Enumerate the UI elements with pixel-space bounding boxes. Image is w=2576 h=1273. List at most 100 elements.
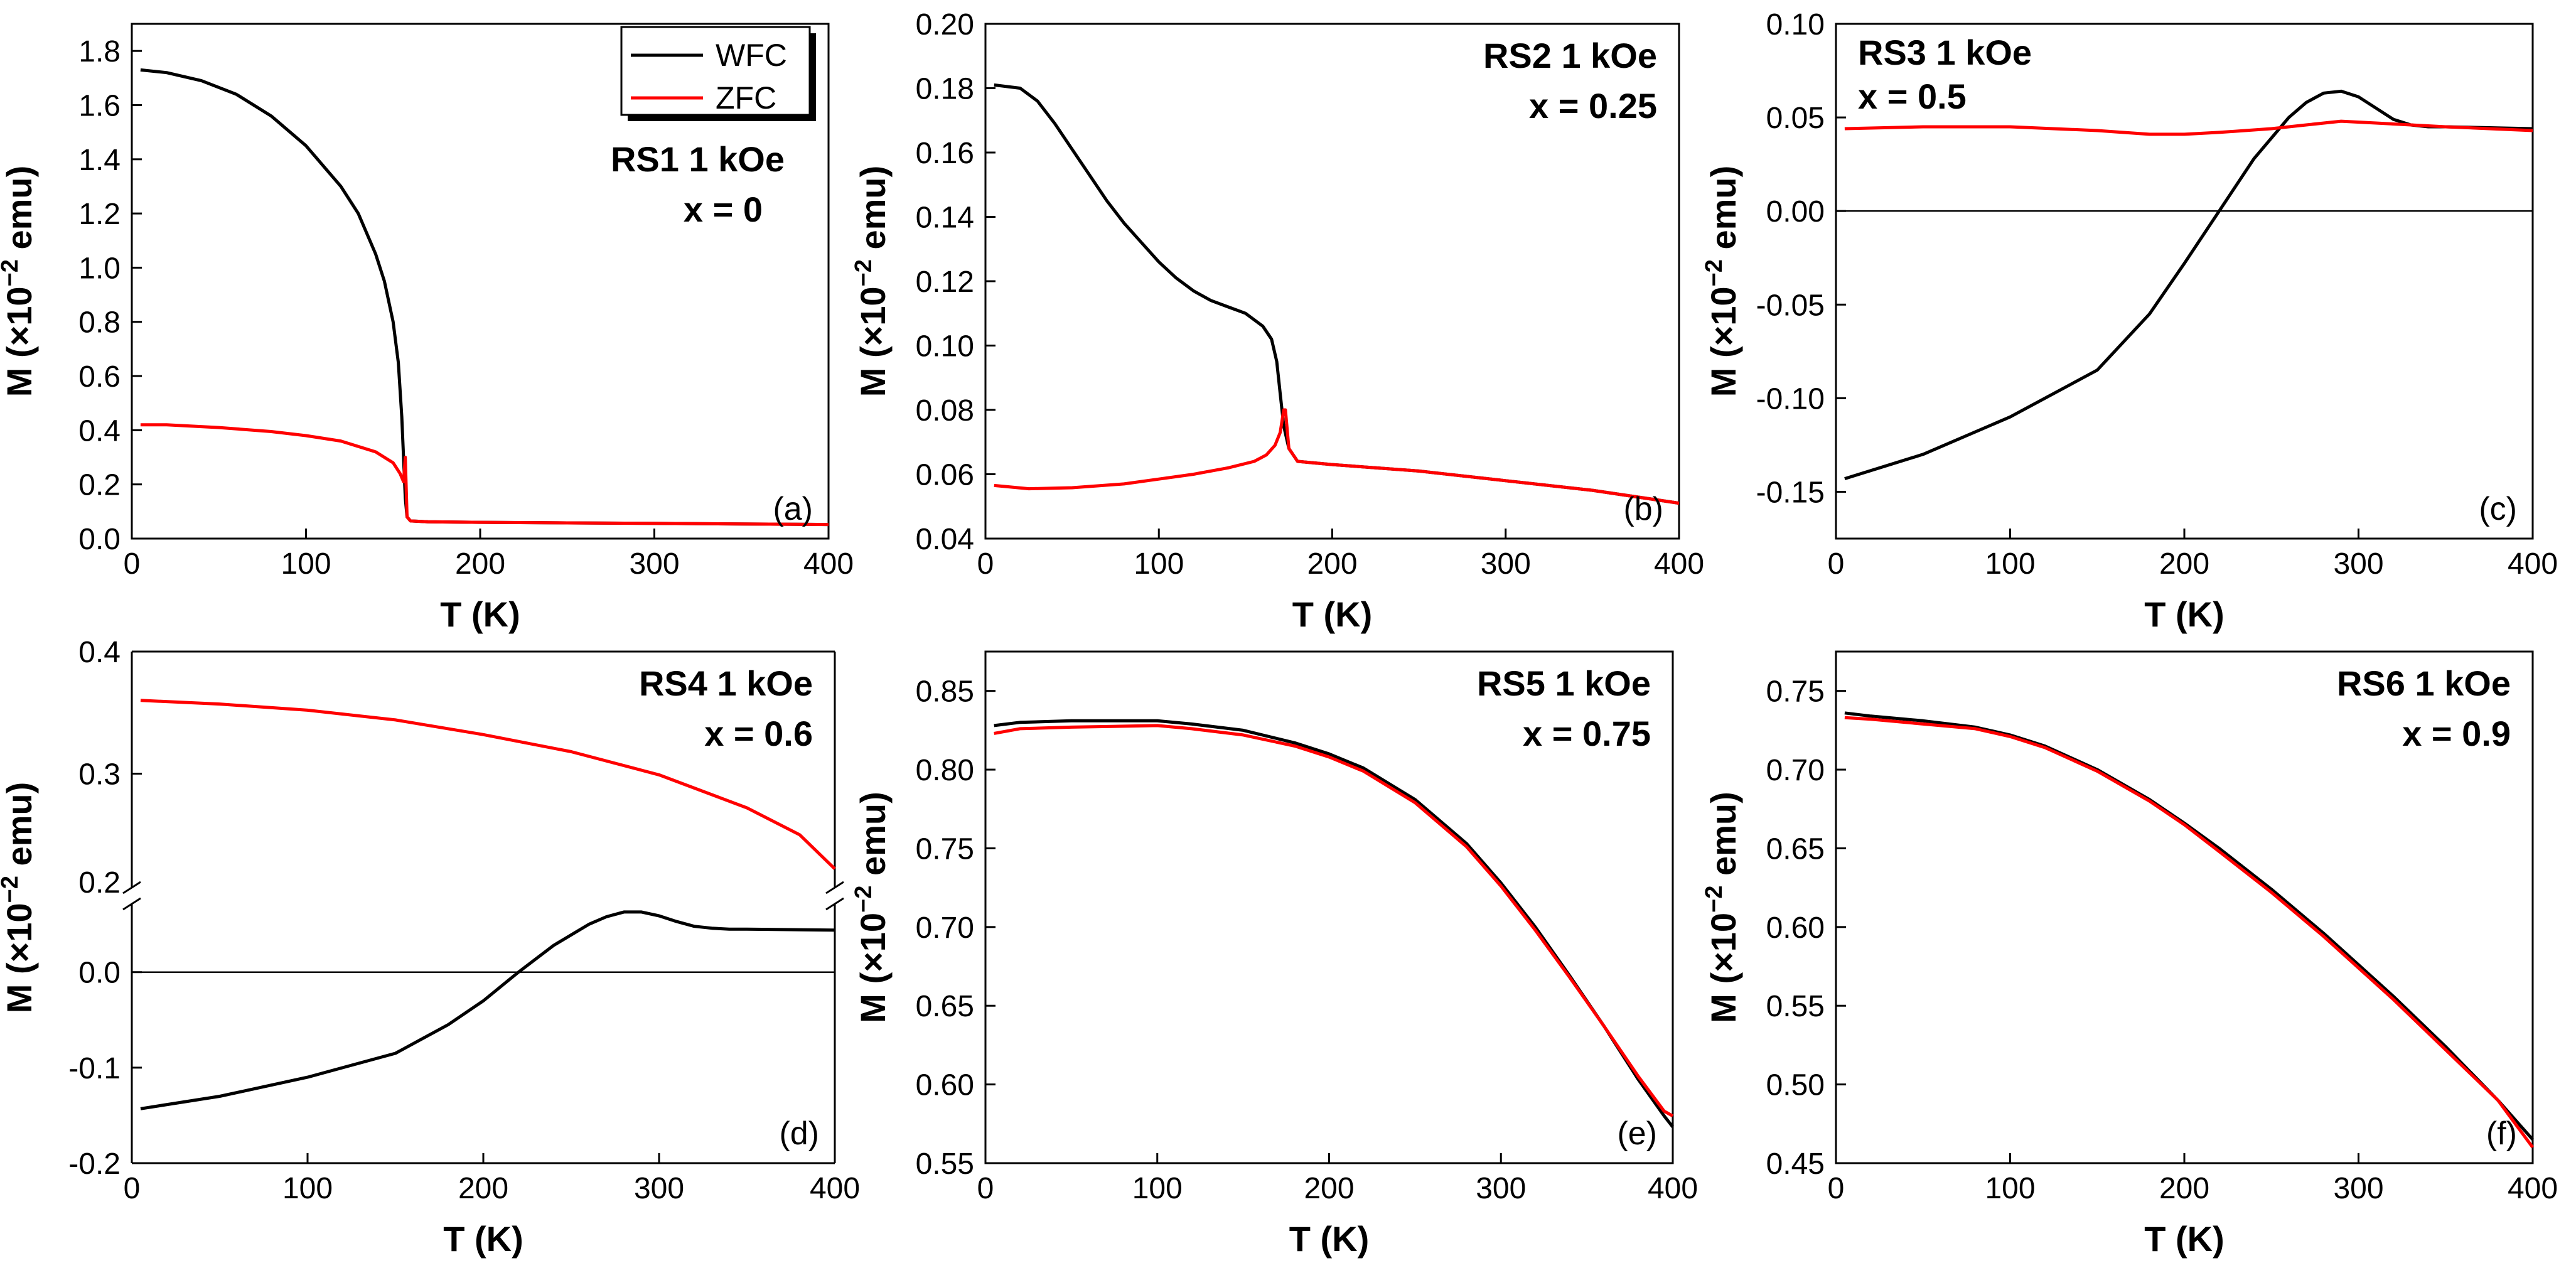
y-tick-label: 0.4	[78, 636, 121, 669]
x-axis-label: T (K)	[2144, 594, 2224, 634]
sample-label: RS3 1 kOe	[1858, 33, 2032, 72]
y-tick-label: 0.60	[916, 1069, 974, 1102]
y-tick-label: 0.10	[1766, 8, 1825, 41]
x-tick-label: 400	[1654, 547, 1704, 581]
x-tick-label: 0	[977, 547, 994, 581]
y-tick-label: 0.2	[78, 866, 121, 900]
x-tick-label: 300	[1476, 1172, 1526, 1205]
x-tick-label: 400	[2508, 1172, 2558, 1205]
y-axis-label: M (×10−2 emu)	[1701, 792, 1743, 1023]
y-tick-label: 0.00	[1766, 195, 1825, 228]
x-tick-label: 100	[281, 547, 331, 581]
panel-a: 0.0 0.2 0.4 0.6 0.8 1.0 1.2 1.4 1.6 1.8 0 100 200 300…	[0, 23, 854, 634]
y-tick-label: 0.70	[916, 911, 974, 945]
x-tick-label: 100	[1132, 1172, 1183, 1205]
y-tick-label: 0.75	[1766, 675, 1825, 709]
composition-label: x = 0	[684, 190, 763, 229]
x-tick-label: 100	[1985, 1172, 2035, 1205]
composition-label: x = 0.75	[1523, 714, 1651, 753]
y-axis-label: M (×10−2 emu)	[0, 782, 39, 1014]
y-tick-label: 0.14	[916, 201, 974, 235]
x-tick-label: 0	[124, 547, 141, 581]
sample-label: RS1 1 kOe	[611, 139, 785, 179]
series-zfc-line	[994, 408, 1680, 505]
y-tick-label: 0.2	[78, 469, 121, 502]
y-label-exponent: −2	[1701, 259, 1727, 286]
y-label-exponent: −2	[0, 259, 23, 286]
panel-e: 0.55 0.60 0.65 0.70 0.75 0.80 0.85 0 100 200 300 40…	[851, 650, 1698, 1259]
y-tick-label: 0.04	[916, 523, 974, 556]
series-wfc-line	[994, 83, 1680, 505]
composition-label: x = 0.9	[2402, 714, 2511, 753]
y-tick-label: 1.2	[78, 198, 121, 231]
y-tick-label: 0.85	[916, 675, 974, 709]
y-tick-label: 0.20	[916, 8, 974, 41]
legend-label: ZFC	[716, 80, 776, 115]
y-tick-label: 0.10	[916, 330, 974, 363]
y-label-prefix: M (×10	[1704, 286, 1743, 397]
y-tick-label: 0.4	[78, 414, 121, 448]
y-tick-label: 1.4	[78, 144, 121, 177]
y-label-suffix: emu)	[0, 166, 39, 259]
y-label-exponent: −2	[0, 876, 23, 903]
y-tick-label: 1.0	[78, 252, 121, 285]
panel-letter: (e)	[1617, 1115, 1657, 1152]
y-label-suffix: emu)	[1704, 166, 1743, 259]
y-label-suffix: emu)	[0, 782, 39, 876]
y-tick-label: 0.16	[916, 137, 974, 170]
x-axis-label: T (K)	[1292, 594, 1373, 634]
x-axis-label: T (K)	[2144, 1219, 2224, 1259]
y-tick-label: -0.1	[68, 1052, 121, 1085]
y-tick-label: 1.6	[78, 89, 121, 122]
axis-break-mark	[825, 897, 844, 911]
y-tick-label: 0.65	[1766, 832, 1825, 866]
y-tick-label: 0.45	[1766, 1147, 1825, 1181]
panel-f: 0.45 0.50 0.55 0.60 0.65 0.70 0.75 0 100 200 300 40…	[1701, 650, 2558, 1259]
panel-letter: (f)	[2486, 1115, 2517, 1152]
y-label-prefix: M (×10	[1704, 913, 1743, 1023]
series-zfc-line	[140, 423, 829, 527]
y-label-suffix: emu)	[1704, 792, 1743, 885]
composition-label: x = 0.6	[704, 714, 813, 753]
x-tick-label: 200	[2159, 547, 2209, 581]
y-label-prefix: M (×10	[0, 286, 39, 397]
axis-break-mark	[122, 897, 141, 911]
y-tick-label: -0.2	[68, 1147, 121, 1181]
x-tick-label: 300	[634, 1172, 684, 1205]
y-label-exponent: −2	[851, 886, 877, 913]
y-tick-label: 0.50	[1766, 1069, 1825, 1102]
series-wfc-line	[994, 719, 1674, 1128]
panel-c: -0.15 -0.10 -0.05 0.00 0.05 0.10 0 100 200 300 400…	[1701, 8, 2558, 634]
y-tick-label: 0.3	[78, 758, 121, 792]
series-wfc-line	[140, 68, 829, 527]
y-tick-label: -0.05	[1756, 289, 1825, 322]
y-tick-label: 0.70	[1766, 754, 1825, 787]
x-tick-label: 0	[1828, 547, 1845, 581]
x-tick-label: 400	[803, 547, 854, 581]
x-tick-label: 300	[2333, 1172, 2383, 1205]
x-axis-label: T (K)	[1289, 1219, 1370, 1259]
y-tick-label: 0.0	[78, 957, 121, 990]
legend-label: WFC	[716, 38, 787, 73]
y-tick-label: 0.55	[1766, 990, 1825, 1023]
sample-label: RS2 1 kOe	[1483, 36, 1657, 75]
series-wfc-line	[1844, 711, 2534, 1141]
x-tick-label: 300	[1481, 547, 1531, 581]
y-tick-label: -0.10	[1756, 382, 1825, 416]
y-tick-label: 0.12	[916, 266, 974, 299]
y-tick-label: 0.75	[916, 832, 974, 866]
panel-b: 0.04 0.06 0.08 0.10 0.12 0.14 0.16 0.18 0.20 0 100…	[851, 8, 1704, 634]
x-tick-label: 200	[455, 547, 505, 581]
x-axis-label: T (K)	[443, 1219, 523, 1259]
sample-label: RS5 1 kOe	[1477, 663, 1651, 703]
y-label-exponent: −2	[851, 259, 877, 286]
axis-break-mark	[825, 881, 844, 894]
composition-label: x = 0.25	[1529, 86, 1657, 126]
y-tick-label: 0.80	[916, 754, 974, 787]
series-zfc-line	[140, 699, 836, 870]
legend: WFC ZFC	[620, 26, 816, 121]
y-label-suffix: emu)	[853, 166, 893, 259]
legend-box	[620, 26, 811, 116]
x-tick-label: 200	[458, 1172, 508, 1205]
